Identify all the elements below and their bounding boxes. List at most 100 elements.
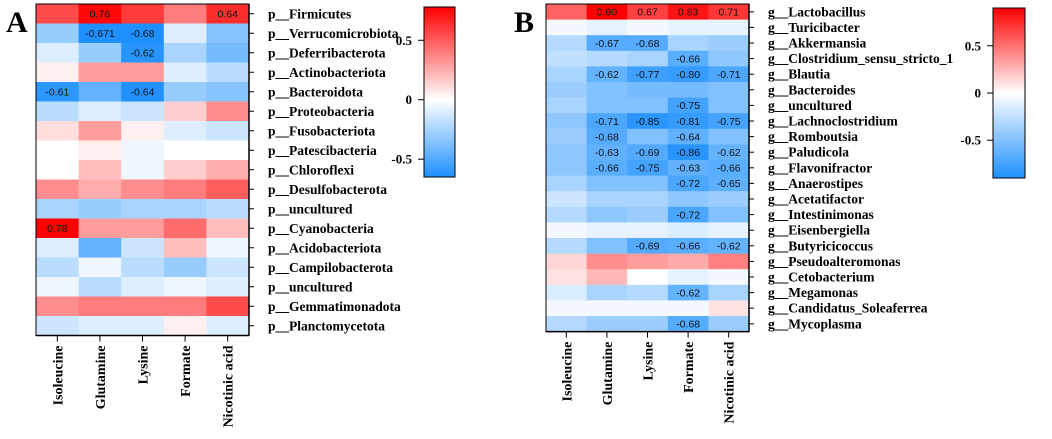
heatmap-cell [121, 257, 165, 278]
heatmap-cell [206, 121, 250, 141]
cell-value-label: -0.671 [85, 28, 115, 40]
heatmap-cell [206, 316, 250, 336]
heatmap-cell [206, 179, 250, 200]
colorbar-tick-label: -0.5 [391, 152, 412, 167]
row-label: p__Desulfobacterota [268, 182, 387, 197]
heatmap-cell [586, 144, 628, 161]
heatmap-cell [586, 160, 628, 176]
heatmap-cell [667, 144, 709, 161]
heatmap-cell [121, 199, 165, 219]
heatmap-cell [163, 257, 207, 278]
heatmap-cell [121, 316, 165, 336]
heatmap-cell [627, 191, 669, 208]
heatmap-cell [627, 19, 669, 36]
heatmap-cell [546, 113, 587, 130]
heatmap-cell [78, 4, 122, 24]
cell-value-label: -0.62 [131, 48, 155, 60]
cell-value-label: 0.76 [90, 9, 111, 21]
heatmap-cell [78, 23, 122, 44]
column-label: Formate [179, 346, 194, 397]
heatmap-cell [78, 160, 122, 180]
cell-value-label: -0.61 [45, 87, 69, 99]
heatmap-cell [627, 253, 669, 270]
heatmap-cell [708, 253, 750, 270]
heatmap-cell [627, 222, 669, 239]
heatmap-cell [206, 43, 250, 63]
heatmap-cell [163, 316, 207, 336]
row-label: p__Verrucomicrobiota [268, 26, 399, 41]
column-label: Isoleucine [51, 346, 66, 406]
heatmap-cell [206, 257, 250, 278]
row-label: g__uncultured [768, 98, 852, 113]
heatmap-cell [78, 179, 122, 200]
cell-value-label: -0.69 [636, 147, 660, 159]
row-label: g__Megamonas [768, 285, 858, 300]
row-label: g__Butyricicoccus [768, 238, 873, 253]
heatmap-cell [163, 296, 207, 317]
heatmap-cell [206, 238, 250, 258]
heatmap-cell [708, 238, 750, 254]
heatmap-cell [627, 206, 669, 223]
heatmap-cell [586, 300, 628, 317]
row-label: g__Pseudoalteromonas [768, 254, 901, 269]
heatmap-cell [586, 113, 628, 130]
heatmap-cell [121, 23, 165, 44]
cell-value-label: 0.67 [637, 7, 658, 19]
heatmap-cell [78, 218, 122, 239]
heatmap-cell [708, 97, 750, 114]
heatmap-cell [121, 160, 165, 180]
row-label: g__Bacteroides [768, 82, 856, 97]
heatmap-cell [121, 238, 165, 258]
heatmap-cell [163, 82, 207, 102]
cell-value-label: -0.66 [595, 163, 619, 175]
heatmap-cell [206, 199, 250, 219]
heatmap-cell [627, 4, 669, 20]
cell-value-label: -0.67 [595, 38, 619, 50]
heatmap-cell [36, 179, 79, 200]
heatmap-cell [627, 175, 669, 192]
panel-letter: B [514, 6, 534, 39]
heatmap-cell [36, 43, 79, 63]
heatmap-cell [546, 284, 587, 301]
heatmap-cell [163, 140, 207, 161]
heatmap-cell [78, 296, 122, 317]
heatmap-cell [586, 206, 628, 223]
cell-value-label: -0.63 [676, 163, 700, 175]
heatmap-cell [708, 191, 750, 208]
heatmap-cell [667, 191, 709, 208]
row-label: g__Lactobacillus [768, 4, 866, 19]
heatmap-cell [708, 50, 750, 67]
heatmap-cell [206, 140, 250, 161]
cell-value-label: -0.71 [717, 69, 741, 81]
heatmap-cell [121, 101, 165, 122]
heatmap-cell [163, 23, 207, 44]
heatmap-cell [163, 101, 207, 122]
heatmap-cell [163, 179, 207, 200]
heatmap-cell [586, 128, 628, 145]
cell-value-label: -0.64 [676, 131, 700, 143]
column-label: Nicotinic acid [222, 345, 237, 427]
heatmap-cell [708, 113, 750, 130]
heatmap-cell [708, 160, 750, 176]
row-label: g__Cetobacterium [768, 270, 875, 285]
panel-letter: A [6, 6, 28, 39]
cell-value-label: -0.63 [595, 147, 619, 159]
cell-value-label: 0.78 [47, 223, 68, 235]
heatmap-cell [627, 144, 669, 161]
row-label: p__uncultured [268, 279, 353, 294]
heatmap-cell [121, 218, 165, 239]
heatmap-cell [163, 199, 207, 219]
heatmap-cell [36, 160, 79, 180]
row-label: g__Eisenbergiella [768, 223, 870, 238]
heatmap-cell [586, 19, 628, 36]
cell-value-label: -0.68 [676, 319, 700, 331]
heatmap-cell [121, 296, 165, 317]
heatmap-cell [78, 62, 122, 83]
column-label: Lysine [642, 342, 657, 381]
cell-value-label: -0.75 [636, 163, 660, 175]
heatmap-cell [667, 300, 709, 317]
heatmap-cell [546, 19, 587, 36]
cell-value-label: -0.65 [717, 178, 741, 190]
heatmap-cell [667, 253, 709, 270]
heatmap-cell [667, 50, 709, 67]
